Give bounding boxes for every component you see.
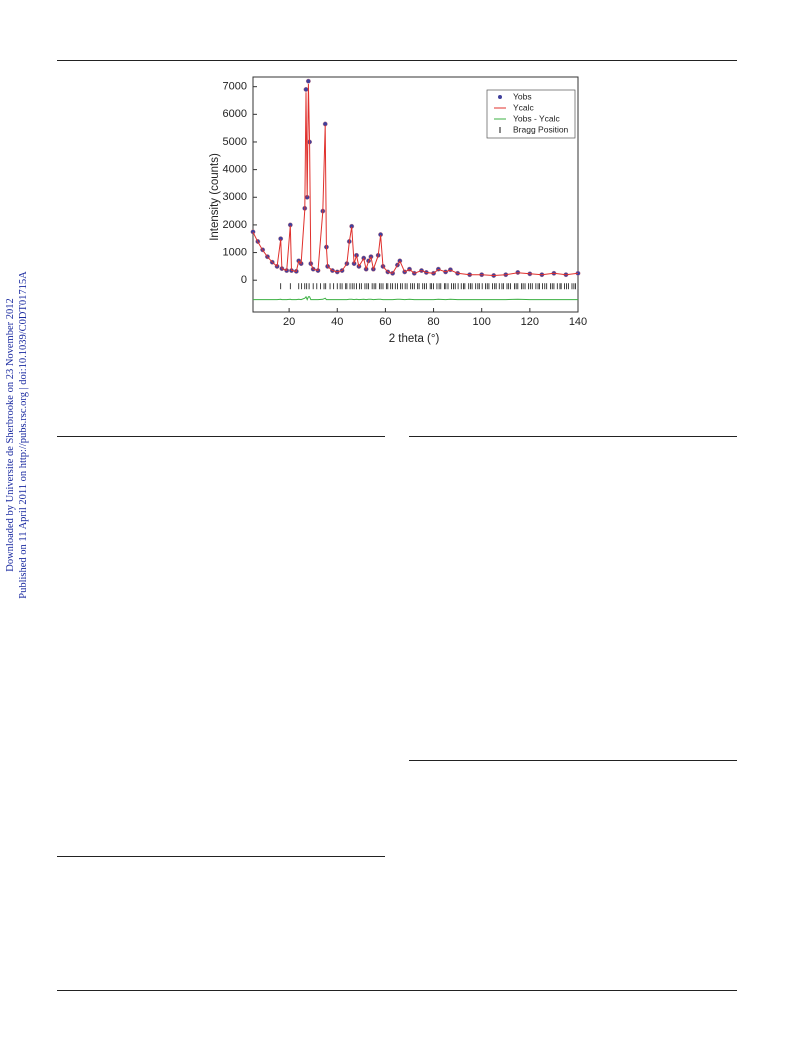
y-tick-label: 5000 bbox=[223, 136, 247, 148]
x-tick-label: 40 bbox=[331, 316, 343, 328]
x-tick-label: 140 bbox=[569, 316, 587, 328]
legend-label: Yobs - Ycalc bbox=[513, 113, 561, 123]
obs-point bbox=[250, 229, 256, 235]
y-tick-label: 6000 bbox=[223, 108, 247, 120]
legend-label: Bragg Position bbox=[513, 124, 569, 134]
legend-label: Ycalc bbox=[513, 102, 535, 112]
legend-marker bbox=[498, 95, 502, 99]
sidebar-text: Published on 11 April 2011 on http://pub… bbox=[18, 271, 29, 599]
sidebar-text: Downloaded by Universite de Sherbrooke o… bbox=[5, 298, 16, 572]
x-tick-label: 100 bbox=[473, 316, 491, 328]
y-tick-label: 1000 bbox=[223, 246, 247, 258]
x-tick-label: 80 bbox=[427, 316, 439, 328]
obs-point bbox=[305, 78, 311, 84]
y-tick-label: 4000 bbox=[223, 164, 247, 176]
series-line bbox=[253, 295, 578, 301]
series-line bbox=[252, 83, 579, 277]
x-tick-label: 60 bbox=[379, 316, 391, 328]
y-axis-title: Intensity (counts) bbox=[209, 153, 221, 241]
legend-box bbox=[486, 89, 576, 139]
y-tick-label: 2000 bbox=[223, 219, 247, 231]
y-tick-label: 7000 bbox=[223, 81, 247, 93]
x-tick-label: 20 bbox=[283, 316, 295, 328]
plot-frame bbox=[252, 76, 579, 313]
obs-point bbox=[303, 87, 309, 92]
x-axis-title: 2 theta (°) bbox=[389, 333, 440, 345]
legend-label: Yobs bbox=[513, 91, 532, 101]
x-tick-label: 120 bbox=[521, 316, 539, 328]
y-tick-label: 3000 bbox=[223, 191, 247, 203]
y-tick-label: 0 bbox=[241, 274, 247, 286]
